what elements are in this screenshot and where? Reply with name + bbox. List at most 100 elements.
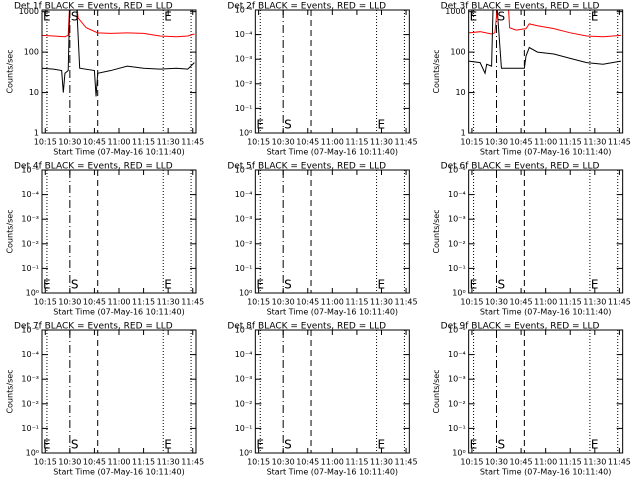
y-axis-label: Counts/sec: [432, 209, 441, 253]
plot-frame: [254, 169, 410, 294]
x-axis-label: Start Time (07-May-16 10:11:40): [53, 148, 184, 157]
data-line: [468, 10, 622, 38]
annotation: E: [256, 438, 264, 452]
x-tick-label: 10:45: [296, 298, 319, 307]
x-tick-label: 10:15: [247, 138, 270, 147]
x-tick-label: 11:45: [608, 458, 631, 467]
x-tick-label: 10:30: [58, 298, 81, 307]
chart-title: Det 7f BLACK = Events, RED = LLD: [14, 322, 173, 332]
y-tick-label: 10: [455, 88, 465, 97]
x-axis-label: Start Time (07-May-16 10:11:40): [53, 468, 184, 477]
x-tick-label: 11:45: [608, 138, 631, 147]
x-tick-label: 10:45: [83, 138, 106, 147]
y-tick-label: 10⁻⁵: [235, 166, 253, 175]
annotation: E: [591, 10, 599, 24]
y-tick-label: 10⁻⁵: [21, 326, 39, 335]
plot-frame: [468, 329, 624, 454]
panel: Det 8f BLACK = Events, RED = LLD Start Ti…: [227, 322, 417, 477]
annotation: S: [71, 278, 79, 292]
x-tick-label: 11:15: [345, 138, 368, 147]
x-tick-label: 11:15: [345, 298, 368, 307]
x-tick-label: 10:30: [272, 298, 295, 307]
x-tick-label: 11:00: [107, 298, 130, 307]
x-tick-label: 11:45: [181, 458, 204, 467]
x-tick-label: 10:15: [34, 138, 57, 147]
y-tick-label: 10⁻²: [448, 239, 466, 248]
y-tick-label: 10⁰: [452, 449, 465, 458]
y-tick-label: 10⁻²: [448, 399, 466, 408]
x-tick-label: 11:30: [157, 458, 180, 467]
panel: Det 1f BLACK = Events, RED = LLD Start Ti…: [6, 2, 205, 157]
annotation: E: [470, 10, 478, 24]
y-tick-label: 100: [24, 48, 39, 57]
y-tick-label: 10⁻³: [21, 215, 39, 224]
x-tick-label: 10:30: [272, 458, 295, 467]
annotation: S: [71, 438, 79, 452]
x-tick-label: 11:30: [583, 298, 606, 307]
panel: Det 7f BLACK = Events, RED = LLD Start Ti…: [6, 322, 205, 477]
y-tick-label: 10⁻¹: [235, 424, 253, 433]
data-line: [42, 10, 195, 97]
x-axis-label: Start Time (07-May-16 10:11:40): [480, 468, 611, 477]
x-axis-label: Start Time (07-May-16 10:11:40): [267, 308, 398, 317]
x-tick-label: 11:45: [395, 138, 418, 147]
annotation: S: [498, 438, 506, 452]
chart-title: Det 4f BLACK = Events, RED = LLD: [14, 162, 173, 172]
plot-frame: [41, 329, 197, 454]
y-tick-label: 10⁰: [239, 449, 252, 458]
panel: Det 4f BLACK = Events, RED = LLD Start Ti…: [6, 162, 205, 317]
y-tick-label: 10⁻³: [448, 215, 466, 224]
annotation: S: [498, 278, 506, 292]
x-tick-label: 11:15: [132, 138, 155, 147]
y-tick-label: 10⁻⁴: [21, 350, 39, 359]
x-tick-label: 10:15: [460, 298, 483, 307]
plot-frame: [254, 329, 410, 454]
chart-title: Det 8f BLACK = Events, RED = LLD: [227, 322, 386, 332]
x-tick-label: 11:15: [132, 458, 155, 467]
x-tick-label: 10:45: [296, 458, 319, 467]
x-axis-label: Start Time (07-May-16 10:11:40): [267, 148, 398, 157]
chart-title: Det 6f BLACK = Events, RED = LLD: [441, 162, 600, 172]
x-tick-label: 10:45: [510, 458, 533, 467]
y-tick-label: 10⁻¹: [21, 424, 39, 433]
annotation: E: [256, 278, 264, 292]
y-tick-label: 10⁻¹: [235, 264, 253, 273]
y-axis-label: Counts/sec: [6, 49, 15, 93]
y-tick-label: 10⁻⁴: [235, 30, 253, 39]
x-tick-label: 11:30: [583, 458, 606, 467]
x-tick-label: 10:15: [34, 298, 57, 307]
x-tick-label: 11:15: [345, 458, 368, 467]
data-line: [468, 10, 622, 75]
y-axis-label: Counts/sec: [432, 49, 441, 93]
y-tick-label: 10⁰: [239, 129, 252, 138]
plot-frame: [41, 169, 197, 294]
annotation: E: [43, 278, 51, 292]
y-tick-label: 10⁻⁴: [235, 190, 253, 199]
y-tick-label: 10⁻¹: [235, 104, 253, 113]
y-tick-label: 10⁻³: [235, 55, 253, 64]
panel: Det 5f BLACK = Events, RED = LLD Start Ti…: [227, 162, 417, 317]
x-tick-label: 11:00: [321, 298, 344, 307]
chart-title: Det 1f BLACK = Events, RED = LLD: [14, 2, 173, 12]
plot-frame: [468, 9, 624, 134]
annotation: E: [164, 278, 172, 292]
panel: Det 3f BLACK = Events, RED = LLD Start Ti…: [432, 2, 631, 157]
annotation: E: [164, 438, 172, 452]
y-tick-label: 10⁻²: [21, 239, 39, 248]
plot-frame: [41, 9, 197, 134]
y-tick-label: 10⁻⁴: [448, 350, 466, 359]
y-tick-label: 10⁻⁴: [235, 350, 253, 359]
plot-frame: [254, 9, 410, 134]
x-tick-label: 11:00: [107, 138, 130, 147]
y-tick-label: 10⁻⁴: [21, 190, 39, 199]
y-axis-label: Counts/sec: [432, 369, 441, 413]
panel: Det 6f BLACK = Events, RED = LLD Start Ti…: [432, 162, 631, 317]
x-tick-label: 11:30: [370, 138, 393, 147]
plot-frame: [468, 169, 624, 294]
x-tick-label: 11:30: [583, 138, 606, 147]
x-tick-label: 10:45: [510, 298, 533, 307]
annotation: E: [378, 278, 386, 292]
annotation: E: [591, 438, 599, 452]
x-tick-label: 10:30: [58, 138, 81, 147]
